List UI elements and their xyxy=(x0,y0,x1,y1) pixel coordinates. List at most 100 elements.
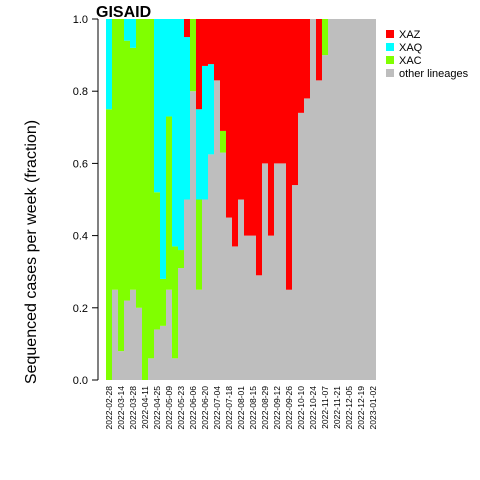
y-tick-label: 0.0 xyxy=(73,375,88,387)
bar-segment xyxy=(190,19,196,92)
bar-segment xyxy=(274,19,280,164)
legend-label: XAQ xyxy=(399,42,423,54)
x-tick-label: 2022-08-01 xyxy=(236,386,246,430)
bar-segment xyxy=(304,98,310,381)
y-tick-label: 0.2 xyxy=(73,303,88,315)
bar-segment xyxy=(154,192,160,330)
x-tick-label: 2022-08-15 xyxy=(248,386,258,430)
bar-segment xyxy=(238,19,244,200)
bar-segment xyxy=(124,300,130,380)
bar-segment xyxy=(322,19,328,56)
x-tick-label: 2022-06-20 xyxy=(200,386,210,430)
bar-segment xyxy=(316,19,322,81)
bar-segment xyxy=(124,19,130,41)
bar-segment xyxy=(322,55,328,380)
bar-segment xyxy=(226,19,232,218)
x-tick-label: 2022-07-18 xyxy=(224,386,234,430)
bar-segment xyxy=(328,19,334,380)
bar-segment xyxy=(244,235,250,380)
bar-segment xyxy=(160,325,166,380)
bar-segment xyxy=(148,358,154,380)
bar-segment xyxy=(268,19,274,236)
bar-segment xyxy=(130,289,136,380)
bar-segment xyxy=(280,163,286,380)
bar-segment xyxy=(226,217,232,380)
bar-segment xyxy=(136,19,142,308)
bar-segment xyxy=(244,19,250,236)
x-tick-label: 2022-04-25 xyxy=(152,386,162,430)
bar-segment xyxy=(256,275,262,380)
legend-swatch xyxy=(386,43,394,51)
bar-segment xyxy=(262,163,268,380)
bar-segment xyxy=(214,19,220,81)
x-tick-label: 2022-09-12 xyxy=(272,386,282,430)
bar-segment xyxy=(220,19,226,131)
bar-segment xyxy=(184,37,190,200)
bar-segment xyxy=(148,19,154,359)
x-tick-label: 2022-10-24 xyxy=(308,386,318,430)
x-tick-label: 2022-09-26 xyxy=(284,386,294,430)
bar-segment xyxy=(202,65,208,200)
bar-segment xyxy=(250,19,256,236)
bar-segment xyxy=(262,19,268,164)
bar-segment xyxy=(196,19,202,110)
bar-segment xyxy=(166,19,172,117)
bar-segment xyxy=(232,246,238,380)
bar-segment xyxy=(280,19,286,164)
bar-segment xyxy=(112,289,118,380)
bar-segment xyxy=(166,289,172,380)
bar-segment xyxy=(160,278,166,326)
bar-segment xyxy=(292,19,298,186)
legend-swatch xyxy=(386,56,394,64)
bar-segment xyxy=(274,163,280,380)
bar-segment xyxy=(172,246,178,359)
x-tick-label: 2022-03-14 xyxy=(116,386,126,430)
bar-segment xyxy=(106,19,112,110)
x-tick-label: 2022-07-04 xyxy=(212,386,222,430)
bar-segment xyxy=(214,80,220,381)
bar-segment xyxy=(292,185,298,380)
bar-segment xyxy=(196,199,202,290)
bar-segment xyxy=(202,199,208,380)
bar-segment xyxy=(334,19,340,380)
bar-segment xyxy=(208,19,214,65)
bar-segment xyxy=(124,40,130,301)
bar-segment xyxy=(220,130,226,153)
bar-segment xyxy=(130,47,136,290)
bar-segment xyxy=(340,19,346,380)
bar-segment xyxy=(310,19,316,380)
bar-segment xyxy=(154,19,160,193)
bar-segment xyxy=(268,235,274,380)
bar-segment xyxy=(142,19,148,380)
chart-title: GISAID xyxy=(96,4,151,21)
bar-segment xyxy=(298,19,304,113)
y-tick-label: 0.4 xyxy=(73,231,88,243)
y-tick-label: 1.0 xyxy=(73,14,88,26)
bar-segment xyxy=(208,64,214,155)
bar-segment xyxy=(316,80,322,381)
x-tick-label: 2022-10-10 xyxy=(296,386,306,430)
bar-segment xyxy=(364,19,370,380)
bar-segment xyxy=(154,329,160,380)
bar-segment xyxy=(178,19,184,251)
legend-swatch xyxy=(386,30,394,38)
bar-segment xyxy=(172,19,178,247)
x-tick-label: 2022-04-11 xyxy=(140,386,150,429)
bar-segment xyxy=(172,358,178,380)
x-tick-label: 2022-12-19 xyxy=(356,386,366,430)
bar-segment xyxy=(118,351,124,380)
bar-segment xyxy=(106,109,112,380)
y-tick-label: 0.8 xyxy=(73,86,88,98)
bar-segment xyxy=(220,152,226,380)
bar-segment xyxy=(304,19,310,99)
x-tick-label: 2023-01-02 xyxy=(368,386,378,430)
legend-swatch xyxy=(386,69,394,77)
x-tick-label: 2022-06-06 xyxy=(188,386,198,430)
y-axis-label: Sequenced cases per week (fraction) xyxy=(23,120,40,384)
bar-segment xyxy=(346,19,352,380)
bar-segment xyxy=(202,19,208,66)
bar-segment xyxy=(196,109,202,200)
bar-segment xyxy=(286,289,292,380)
bar-segment xyxy=(196,289,202,380)
bar-segment xyxy=(118,19,124,352)
